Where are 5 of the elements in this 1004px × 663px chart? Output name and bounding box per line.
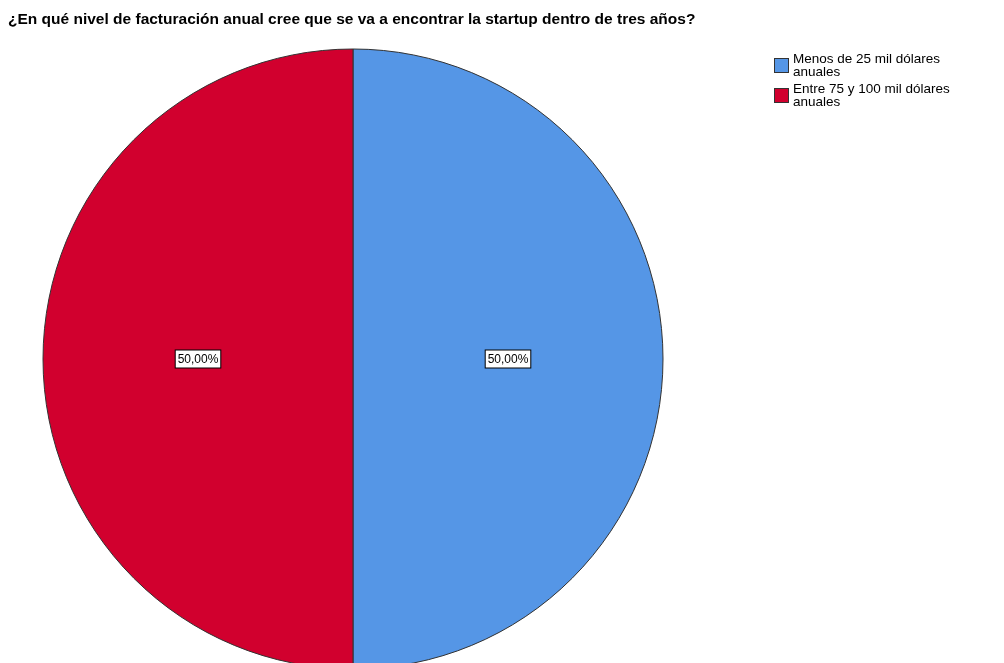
legend-label: Menos de 25 mil dólares anuales [793, 51, 942, 79]
data-label: 50,00% [487, 352, 529, 366]
chart-title: ¿En qué nivel de facturación anual cree que se va a encontrar la startup dentro de tres años? [8, 10, 696, 28]
legend-label: Entre 75 y 100 mil dólares anuales [793, 81, 951, 109]
data-label: 50,00% [177, 352, 219, 366]
